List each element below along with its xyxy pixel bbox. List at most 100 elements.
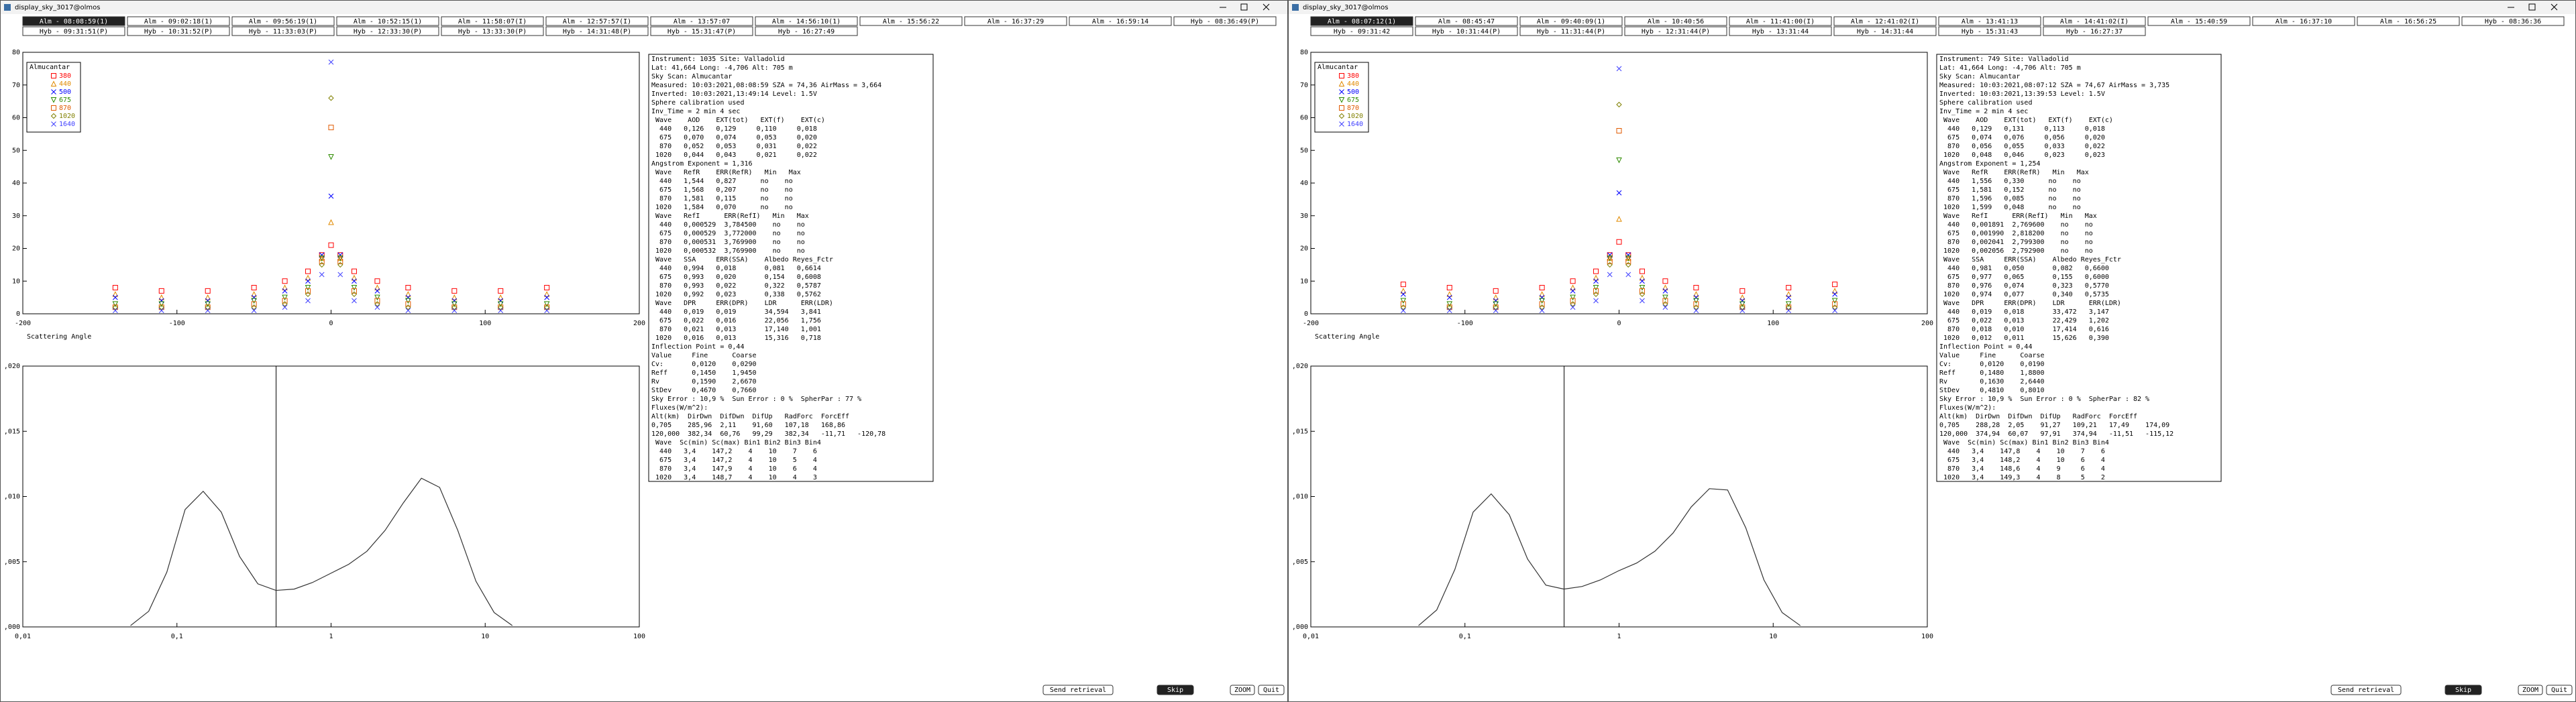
tab[interactable] [2357,16,2460,26]
tab-label[interactable]: Alm - 10:40:56 [1648,18,1704,25]
tab[interactable] [1729,16,1832,26]
tab[interactable] [441,26,544,36]
tab-label[interactable]: Hyb - 10:31:52(P) [144,28,213,36]
button-label[interactable]: ZOOM [1234,687,1250,694]
tab-label[interactable]: Alm - 11:41:00(I) [1746,18,1815,25]
tab-label[interactable]: Alm - 09:56:19(1) [249,18,317,25]
tab[interactable] [2461,16,2565,26]
tab[interactable] [1415,16,1518,26]
tab-label[interactable]: Hyb - 10:31:44(P) [1432,28,1501,36]
tab-label[interactable]: Alm - 10:52:15(1) [354,18,422,25]
button[interactable] [1042,685,1114,695]
tab[interactable] [1833,16,1937,26]
tab-label[interactable]: Hyb - 16:27:37 [2066,28,2123,36]
tab[interactable] [1519,16,1623,26]
tab-label[interactable]: Alm - 15:40:59 [2171,18,2227,25]
tab-label[interactable]: Hyb - 08:36:36 [2485,18,2541,25]
tab[interactable] [22,26,125,36]
tab-label[interactable]: Hyb - 15:31:43 [1962,28,2018,36]
tab-label[interactable]: Alm - 12:57:57(I) [563,18,631,25]
button-label[interactable]: Send retrieval [1050,687,1106,694]
tab[interactable] [127,26,230,36]
tab[interactable] [2043,26,2146,36]
button[interactable] [2546,685,2573,695]
tab-label[interactable]: Hyb - 12:33:30(P) [354,28,422,36]
tab[interactable] [1310,26,1413,36]
tab[interactable] [1938,26,2041,36]
tab-label[interactable]: Alm - 13:57:07 [674,18,730,25]
tab-label[interactable]: Hyb - 09:31:42 [1334,28,1390,36]
tab[interactable] [650,16,753,26]
tab[interactable] [650,26,753,36]
tab[interactable] [1729,26,1832,36]
button-label[interactable]: ZOOM [2522,687,2538,694]
tab[interactable] [1519,26,1623,36]
tab-label[interactable]: Alm - 16:37:29 [987,18,1044,25]
tab[interactable] [755,16,858,26]
tab-label[interactable]: Hyb - 14:31:44 [1857,28,1913,36]
tab-label[interactable]: Alm - 08:07:12(1) [1328,18,1396,25]
tab-label[interactable]: Alm - 11:58:07(I) [458,18,527,25]
button-label[interactable]: Quit [1263,687,1279,694]
maximize-icon[interactable] [1240,3,1248,11]
tab-label[interactable]: Hyb - 12:31:44(P) [1642,28,1710,36]
tab-label[interactable]: Hyb - 13:33:30(P) [458,28,527,36]
tab[interactable] [1833,26,1937,36]
tab-label[interactable]: Hyb - 08:36:49(P) [1191,18,1259,25]
tab-label[interactable]: Hyb - 15:31:47(P) [667,28,736,36]
tab-label[interactable]: Hyb - 14:31:48(P) [563,28,631,36]
maximize-icon[interactable] [2528,3,2536,11]
button[interactable] [1157,685,1194,695]
tab-label[interactable]: Alm - 16:59:14 [1092,18,1148,25]
tab-label[interactable]: Alm - 08:08:59(1) [40,18,108,25]
tab[interactable] [1624,16,1727,26]
tab-label[interactable]: Hyb - 11:33:03(P) [249,28,317,36]
tab-label[interactable]: Alm - 09:02:18(1) [144,18,213,25]
tab-label[interactable]: Hyb - 09:31:51(P) [40,28,108,36]
tab[interactable] [441,16,544,26]
tab[interactable] [22,16,125,26]
button[interactable] [1258,685,1285,695]
tab[interactable] [2252,16,2355,26]
tab-label[interactable]: Alm - 08:45:47 [1438,18,1495,25]
tab[interactable] [545,26,649,36]
button[interactable] [2518,685,2543,695]
tab[interactable] [2147,16,2251,26]
button[interactable] [1230,685,1255,695]
tab[interactable] [1415,26,1518,36]
tab[interactable] [1938,16,2041,26]
tab[interactable] [2043,16,2146,26]
tab[interactable] [231,26,335,36]
tab[interactable] [545,16,649,26]
tab[interactable] [1310,16,1413,26]
button-label[interactable]: Skip [1167,687,1183,694]
tab-label[interactable]: Hyb - 13:31:44 [1752,28,1809,36]
tab-label[interactable]: Alm - 09:40:09(1) [1537,18,1605,25]
tab-label[interactable]: Alm - 16:37:10 [2275,18,2332,25]
tab[interactable] [964,16,1067,26]
tab-label[interactable]: Alm - 12:41:02(I) [1851,18,1919,25]
tab-label[interactable]: Alm - 16:56:25 [2380,18,2436,25]
tab-label[interactable]: Alm - 15:56:22 [883,18,939,25]
button[interactable] [2445,685,2482,695]
button[interactable] [2330,685,2402,695]
tab[interactable] [336,26,439,36]
button-label[interactable]: Send retrieval [2338,687,2394,694]
tab[interactable] [336,16,439,26]
button-label[interactable]: Skip [2455,687,2471,694]
tab[interactable] [231,16,335,26]
tab-label[interactable]: Hyb - 11:31:44(P) [1537,28,1605,36]
tab-label[interactable]: Alm - 14:41:02(I) [2060,18,2129,25]
tab[interactable] [755,26,858,36]
close-icon[interactable] [2551,3,2558,11]
tab-label[interactable]: Hyb - 16:27:49 [778,28,835,36]
tab-label[interactable]: Alm - 13:41:13 [1962,18,2018,25]
button-label[interactable]: Quit [2551,687,2567,694]
tab[interactable] [1069,16,1172,26]
tab-label[interactable]: Alm - 14:56:10(1) [772,18,841,25]
tab[interactable] [859,16,963,26]
tab[interactable] [1624,26,1727,36]
close-icon[interactable] [1263,3,1270,11]
tab[interactable] [1173,16,1277,26]
tab[interactable] [127,16,230,26]
